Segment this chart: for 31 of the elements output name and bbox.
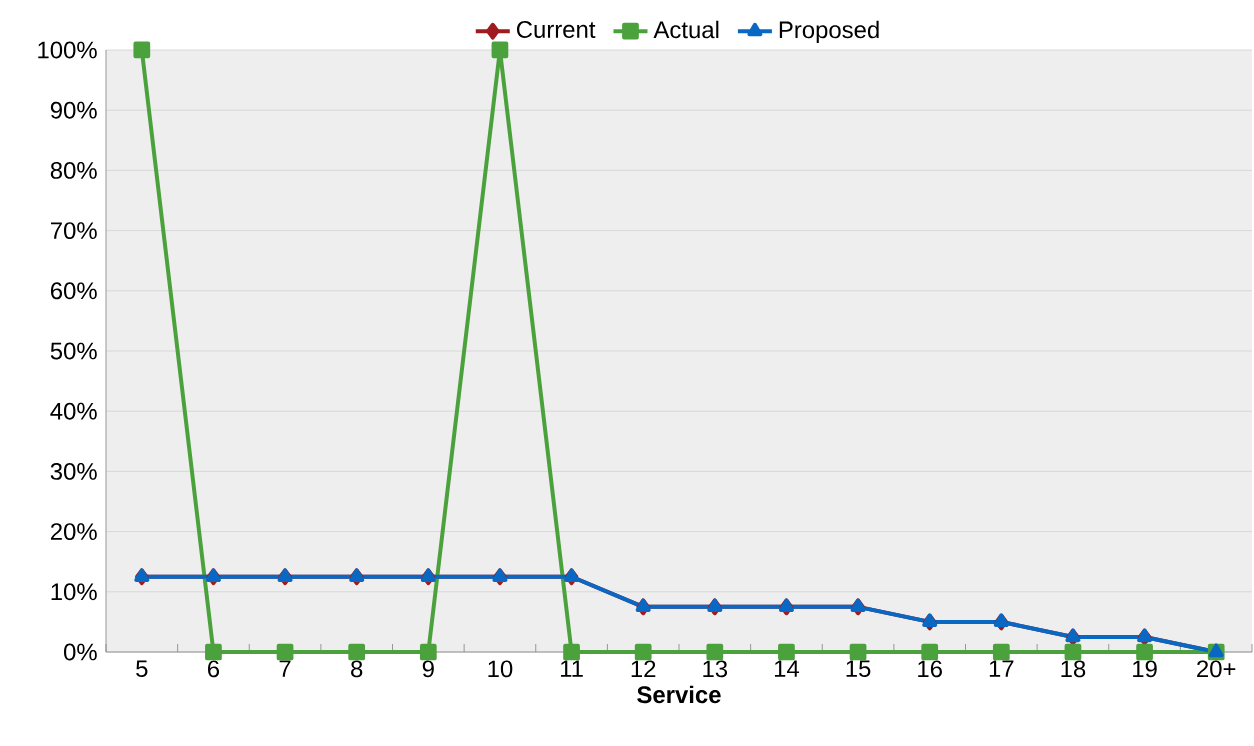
x-tick-label: 19	[1133, 660, 1157, 678]
legend-label: Current	[516, 21, 596, 38]
y-tick-label: 70%	[50, 222, 97, 240]
y-tick-label: 40%	[50, 402, 97, 420]
x-tick-label: 8	[351, 660, 363, 678]
y-tick-label: 0%	[64, 643, 97, 661]
x-tick-label: 6	[208, 660, 220, 678]
y-tick-label: 10%	[51, 583, 97, 601]
x-tick-label: 18	[1061, 660, 1086, 678]
legend-label: Proposed	[779, 20, 879, 44]
y-tick-label: 30%	[50, 462, 97, 480]
x-tick-label: 15	[846, 660, 871, 678]
y-tick-label: 100%	[38, 41, 97, 59]
x-tick-label: 20+	[1197, 660, 1236, 678]
x-tick-label: 13	[703, 660, 728, 678]
x-tick-label: 9	[422, 660, 434, 678]
x-tick-label: 7	[279, 660, 291, 677]
y-tick-label: 20%	[50, 523, 97, 541]
x-tick-label: 12	[631, 660, 656, 678]
x-tick-label: 11	[560, 660, 583, 677]
x-tick-label: 14	[774, 660, 800, 677]
y-tick-label: 60%	[50, 282, 97, 300]
x-tick-label: 17	[989, 660, 1014, 677]
y-tick-label: 50%	[50, 342, 97, 360]
y-tick-label: 80%	[50, 161, 97, 179]
x-axis-title: Service	[637, 685, 721, 704]
x-tick-label: 16	[918, 660, 942, 678]
y-tick-label: 90%	[50, 101, 97, 119]
legend-label: Actual	[653, 20, 719, 39]
x-tick-label: 10	[488, 660, 513, 678]
x-tick-label: 5	[136, 660, 148, 678]
